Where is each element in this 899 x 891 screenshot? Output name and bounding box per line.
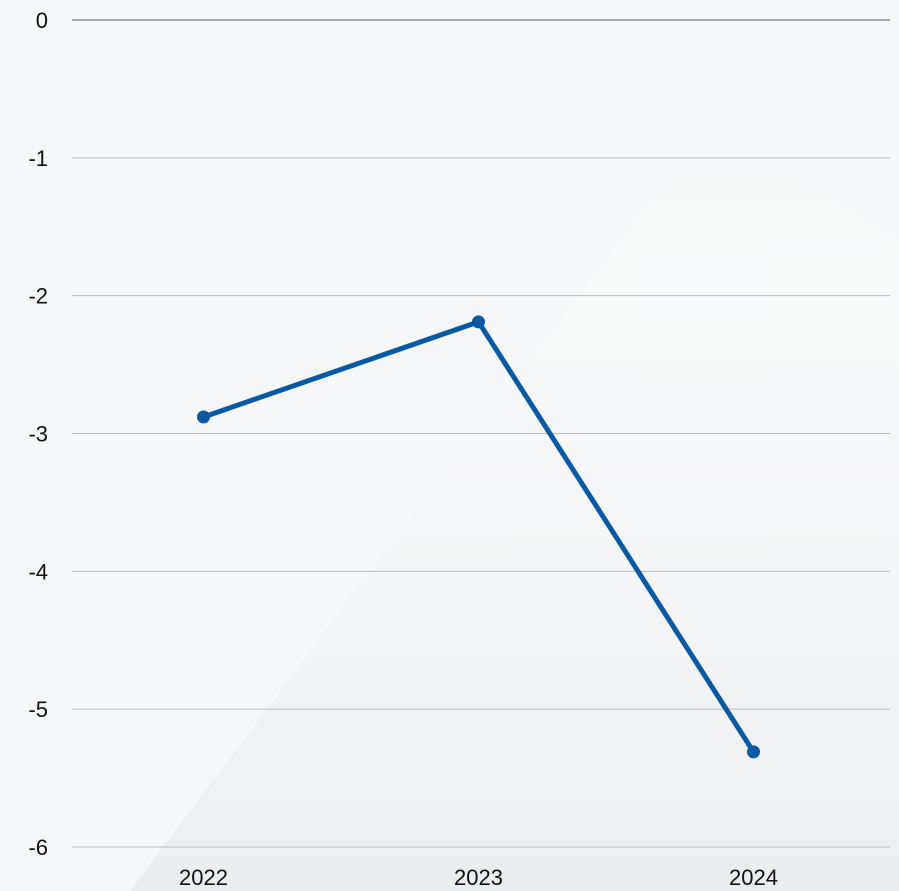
x-axis-tick-labels: 2022 2023 2024 xyxy=(179,865,778,890)
y-tick-label: -3 xyxy=(28,422,48,447)
y-tick-label: -5 xyxy=(28,697,48,722)
y-axis-tick-labels: 0 -1 -2 -3 -4 -5 -6 xyxy=(28,8,48,860)
y-tick-label: -4 xyxy=(28,559,48,584)
y-tick-label: 0 xyxy=(36,8,48,33)
y-tick-label: -6 xyxy=(28,835,48,860)
x-tick-label: 2022 xyxy=(179,865,228,890)
data-point xyxy=(472,315,485,329)
y-tick-label: -2 xyxy=(28,284,48,309)
y-tick-label: -1 xyxy=(28,146,48,171)
data-series xyxy=(197,315,760,759)
data-point xyxy=(747,745,760,759)
x-tick-label: 2023 xyxy=(454,865,503,890)
x-tick-label: 2024 xyxy=(729,865,778,890)
data-point xyxy=(197,410,210,424)
gridlines xyxy=(72,19,890,848)
